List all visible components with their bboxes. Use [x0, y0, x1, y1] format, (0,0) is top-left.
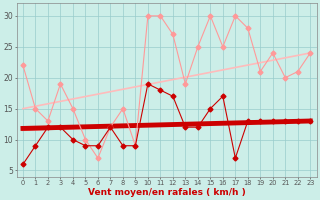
- X-axis label: Vent moyen/en rafales ( km/h ): Vent moyen/en rafales ( km/h ): [88, 188, 245, 197]
